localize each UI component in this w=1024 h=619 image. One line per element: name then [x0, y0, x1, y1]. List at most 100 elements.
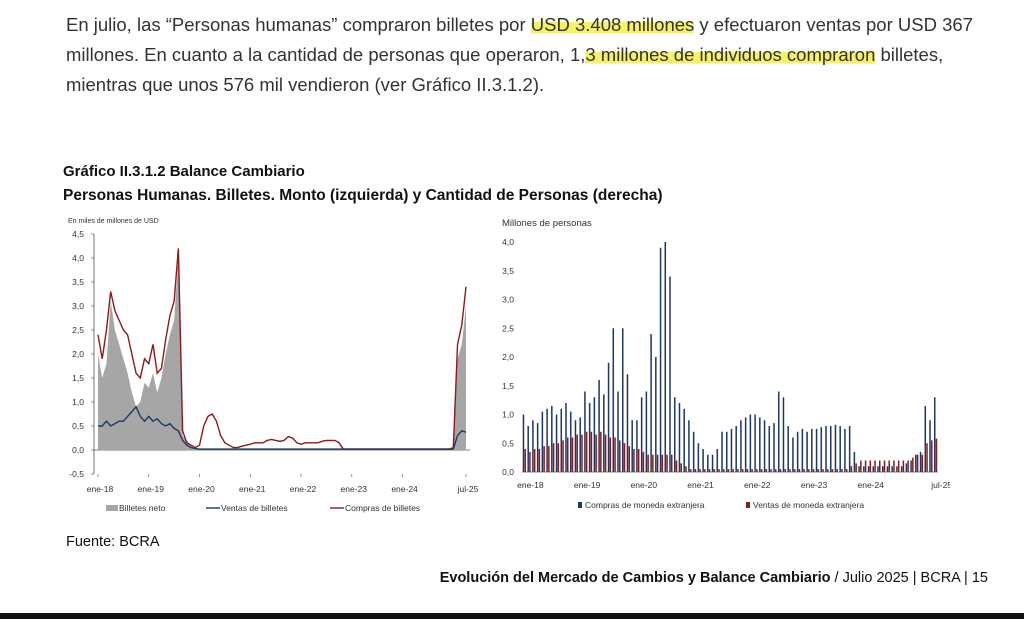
ventas-bar [741, 469, 744, 472]
ventas-bar [860, 460, 862, 472]
ventas-bar [718, 469, 720, 472]
ventas-bar [775, 469, 777, 472]
ventas-bar [633, 449, 635, 472]
ventas-bar [666, 454, 668, 472]
compras-bar [796, 431, 799, 472]
compras-bar [692, 431, 695, 472]
ventas-bar [661, 454, 664, 472]
ventas-bar [647, 454, 649, 472]
compras-bar [933, 397, 936, 472]
compras-bar [754, 414, 756, 472]
compras-bar [768, 426, 771, 472]
compras-bar [877, 466, 879, 472]
page-footer: Evolución del Mercado de Cambios y Balan… [440, 570, 988, 586]
compras-bar [735, 426, 737, 472]
left-chart-ylabel: En miles de millones de USD [68, 218, 159, 225]
legend-swatch-neto [106, 505, 118, 511]
compras-bar [924, 405, 927, 472]
ventas-bar [827, 469, 829, 472]
compras-bar [891, 466, 893, 472]
right-xtick-label: ene-21 [687, 480, 714, 490]
left-xtick-label: ene-20 [188, 484, 215, 494]
ventas-bar [789, 469, 791, 472]
left-xtick-label: ene-22 [290, 484, 317, 494]
compras-bar [546, 408, 548, 472]
left-ytick-label: 1,0 [72, 397, 84, 407]
compras-bar [593, 397, 596, 472]
compras-bar [801, 428, 804, 472]
ventas-bar [524, 449, 526, 472]
ventas-bar [779, 469, 782, 472]
compras-bar [626, 374, 629, 472]
ventas-bar [600, 431, 602, 472]
ventas-bar [751, 469, 753, 472]
compras-bar [863, 466, 865, 472]
ventas-bar [694, 469, 697, 472]
ventas-bar [533, 449, 536, 472]
ventas-bar [590, 431, 593, 472]
ventas-bar [642, 451, 645, 472]
ventas-bar [893, 460, 895, 472]
compras-bar [579, 417, 581, 472]
compras-bar [829, 426, 832, 472]
ventas-bar [897, 460, 900, 472]
ventas-bar [529, 451, 531, 472]
ventas-bar [760, 469, 763, 472]
ventas-bar [699, 469, 701, 472]
compras-bar [839, 426, 841, 472]
right-xtick-label: ene-20 [631, 480, 658, 490]
ventas-bar [548, 446, 550, 472]
compras-bar [711, 454, 714, 472]
compras-bar [678, 403, 681, 472]
compras-bar [905, 463, 908, 472]
ventas-bar [737, 469, 739, 472]
compras-bar [721, 431, 723, 472]
compras-bar [853, 451, 856, 472]
compras-bar [536, 423, 539, 472]
ventas-bar [689, 469, 692, 472]
compras-bar [673, 397, 676, 472]
ventas-bar [850, 466, 853, 472]
right-xtick-label: ene-23 [801, 480, 828, 490]
ventas-bar [595, 434, 597, 472]
ventas-bar [888, 460, 890, 472]
ventas-bar [581, 434, 583, 472]
legend-swatch-compras-moneda [578, 502, 582, 508]
compras-bar [919, 451, 922, 472]
ventas-bar [855, 463, 857, 472]
compras-bar [598, 380, 600, 472]
compras-bar [659, 247, 662, 472]
ventas-bar [585, 431, 588, 472]
compras-bar [669, 276, 671, 472]
left-ytick-label: 0,0 [72, 445, 84, 455]
ventas-bar [921, 454, 924, 472]
ventas-bar [831, 469, 834, 472]
compras-bar [621, 328, 624, 472]
right-ytick-label: 1,0 [502, 410, 514, 420]
ventas-bar [604, 434, 607, 472]
right-xtick-label: ene-18 [517, 480, 544, 490]
highlight-amount: USD 3.408 millones [530, 14, 695, 35]
right-ytick-label: 0,0 [502, 467, 514, 477]
left-ytick-label: 2,0 [72, 349, 84, 359]
ventas-bar [704, 469, 706, 472]
legend-label-neto: Billetes neto [119, 503, 166, 513]
compras-bar [569, 411, 572, 472]
compras-bar [612, 328, 615, 472]
left-ytick-label: -0,5 [69, 469, 84, 479]
left-xtick-label: ene-18 [87, 484, 114, 494]
ventas-bar [874, 460, 876, 472]
compras-bar [858, 466, 860, 472]
body-paragraph: En julio, las “Personas humanas” comprar… [66, 10, 991, 100]
compras-bar [574, 420, 577, 472]
compras-bar [716, 449, 719, 472]
compras-bar [697, 443, 700, 472]
compras-bar [527, 426, 529, 472]
ventas-bar [793, 469, 796, 472]
source-note: Fuente: BCRA [66, 534, 160, 550]
ventas-bar [916, 454, 919, 472]
compras-bar [782, 397, 785, 472]
ventas-bar [680, 463, 682, 472]
compras-bar [617, 391, 619, 472]
compras-bar [929, 420, 931, 472]
